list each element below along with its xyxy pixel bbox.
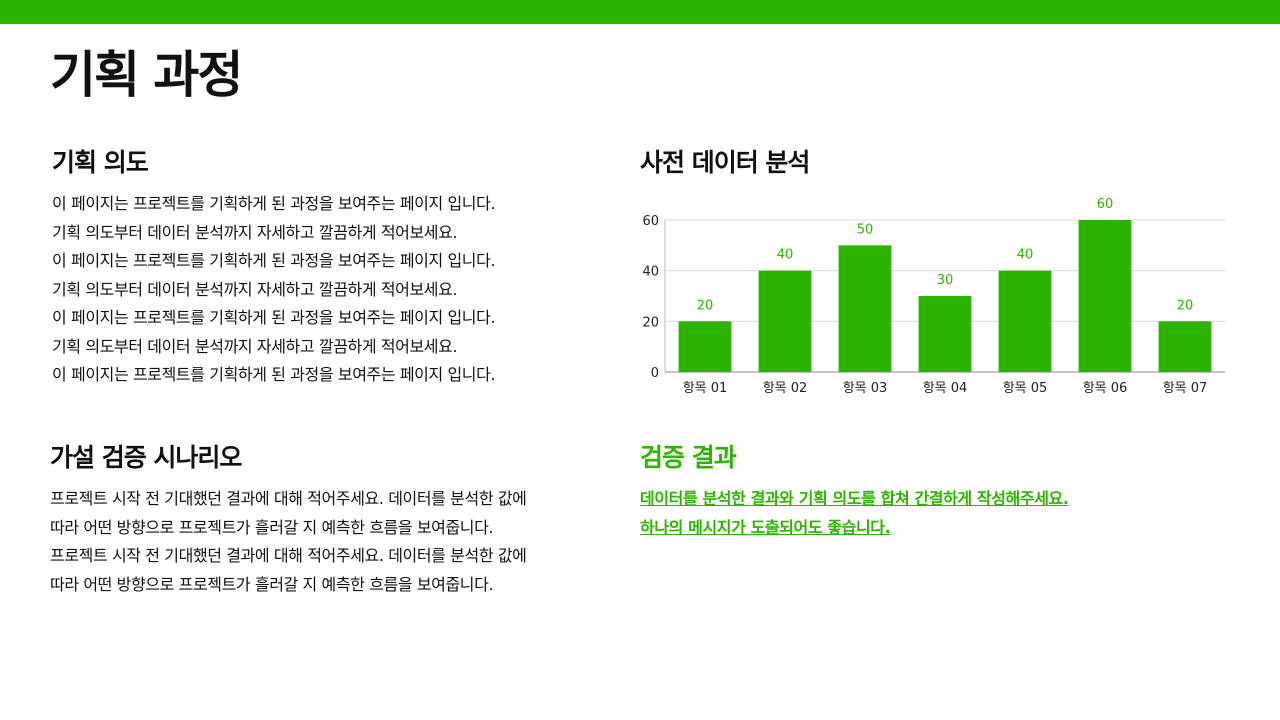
hypothesis-body: 프로젝트 시작 전 기대했던 결과에 대해 적어주세요. 데이터를 분석한 값에…: [50, 485, 610, 599]
intent-line: 기획 의도부터 데이터 분석까지 자세하고 깔끔하게 적어보세요.: [52, 222, 458, 242]
data-label: 50: [857, 222, 874, 237]
bar-chart: 0 20 40 60 20 항목 01 40 항목 02 50 항목 03 30 항목 04 40 항목 …: [642, 197, 1225, 396]
intent-line: 이 페이지는 프로젝트를 기획하게 된 과정을 보여주는 페이지 입니다.: [52, 365, 496, 384]
bar: [918, 296, 972, 372]
hypothesis-line: 프로젝트 시작 전 기대했던 결과에 대해 적어주세요. 데이터를 분석한 값에: [50, 489, 527, 508]
hypothesis-section: 가설 검증 시나리오 프로젝트 시작 전 기대했던 결과에 대해 적어주세요. …: [50, 441, 610, 599]
bar: [838, 245, 892, 372]
x-tick-label: 항목 06: [1083, 381, 1128, 396]
result-section: 검증 결과 데이터를 분석한 결과와 기획 의도를 합쳐 간결하게 작성해주세요…: [640, 441, 1240, 542]
intent-line: 이 페이지는 프로젝트를 기획하게 된 과정을 보여주는 페이지 입니다.: [52, 194, 496, 213]
intent-line: 이 페이지는 프로젝트를 기획하게 된 과정을 보여주는 페이지 입니다.: [52, 251, 496, 270]
intent-heading: 기획 의도: [52, 148, 149, 177]
y-tick-label: 0: [651, 366, 659, 381]
analysis-section: 사전 데이터 분석 0 20 40 60 20 항목 01 40 항목 02 50 항목 03 30…: [640, 146, 1240, 396]
page-title: 기획 과정: [50, 46, 243, 104]
hypothesis-line: 따라 어떤 방향으로 프로젝트가 흘러갈 지 예측한 흐름을 보여줍니다.: [50, 517, 494, 537]
bar: [1158, 321, 1212, 372]
x-tick-label: 항목 07: [1163, 381, 1208, 396]
intent-line: 기획 의도부터 데이터 분석까지 자세하고 깔끔하게 적어보세요.: [52, 336, 458, 356]
top-accent-bar: [0, 0, 1280, 24]
data-label: 40: [1017, 248, 1034, 263]
bar: [998, 270, 1052, 372]
intent-line: 이 페이지는 프로젝트를 기획하게 된 과정을 보여주는 페이지 입니다.: [52, 308, 496, 327]
y-tick-label: 20: [642, 315, 659, 330]
bar: [1078, 220, 1132, 372]
x-tick-label: 항목 03: [843, 381, 888, 396]
result-body: 데이터를 분석한 결과와 기획 의도를 합쳐 간결하게 작성해주세요. 하나의 …: [640, 485, 1240, 542]
x-tick-label: 항목 04: [923, 381, 968, 396]
x-tick-label: 항목 05: [1003, 381, 1048, 396]
intent-line: 기획 의도부터 데이터 분석까지 자세하고 깔끔하게 적어보세요.: [52, 279, 458, 299]
result-heading: 검증 결과: [640, 443, 737, 472]
bar: [678, 321, 732, 372]
data-label: 20: [697, 298, 714, 313]
intent-section: 기획 의도 이 페이지는 프로젝트를 기획하게 된 과정을 보여주는 페이지 입…: [52, 146, 612, 390]
hypothesis-heading: 가설 검증 시나리오: [50, 443, 242, 472]
x-tick-label: 항목 02: [763, 381, 808, 396]
x-tick-label: 항목 01: [683, 381, 728, 396]
data-label: 20: [1177, 298, 1194, 313]
result-line: 데이터를 분석한 결과와 기획 의도를 합쳐 간결하게 작성해주세요.: [640, 489, 1069, 508]
data-label: 60: [1097, 197, 1114, 212]
bar: [758, 270, 812, 372]
y-tick-label: 40: [642, 265, 659, 280]
data-label: 40: [777, 248, 794, 263]
data-label: 30: [937, 273, 954, 288]
result-line: 하나의 메시지가 도출되어도 좋습니다.: [640, 517, 891, 537]
intent-body: 이 페이지는 프로젝트를 기획하게 된 과정을 보여주는 페이지 입니다. 기획…: [52, 190, 612, 390]
analysis-heading: 사전 데이터 분석: [640, 148, 810, 177]
hypothesis-line: 프로젝트 시작 전 기대했던 결과에 대해 적어주세요. 데이터를 분석한 값에: [50, 546, 527, 565]
hypothesis-line: 따라 어떤 방향으로 프로젝트가 흘러갈 지 예측한 흐름을 보여줍니다.: [50, 574, 494, 594]
y-tick-label: 60: [642, 214, 659, 229]
